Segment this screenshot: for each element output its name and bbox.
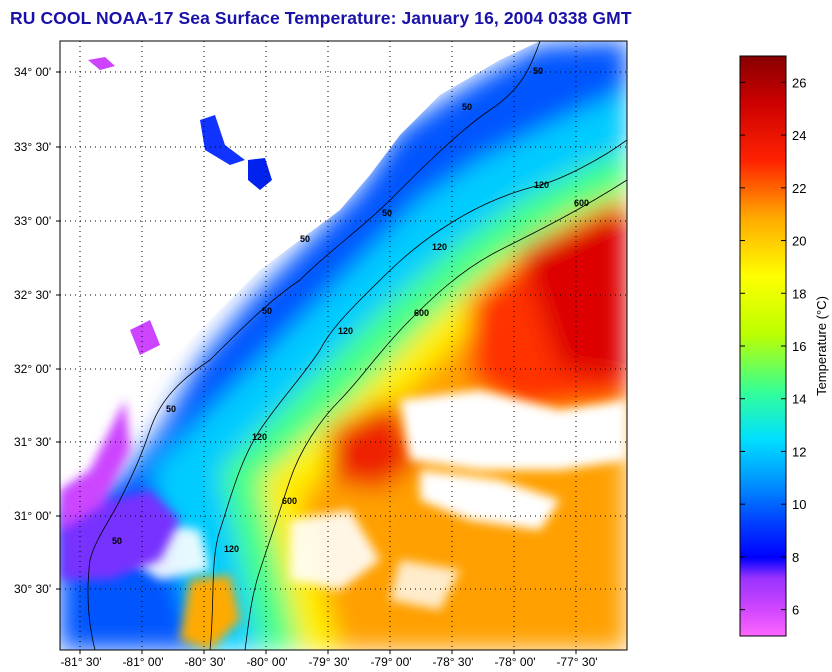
- contour-label: 50: [166, 404, 176, 414]
- colorbar-tick-label: 12: [792, 444, 806, 459]
- coastal-cold-water: [60, 400, 240, 650]
- lat-tick-label: 33° 30': [14, 140, 51, 154]
- longitude-labels: -81° 30' -81° 00' -80° 30' -80° 00' -79°…: [60, 655, 597, 669]
- colorbar-gradient: [739, 55, 787, 637]
- map-title: RU COOL NOAA-17 Sea Surface Temperature:…: [10, 8, 632, 28]
- lon-tick-label: -80° 30': [184, 655, 225, 669]
- contour-label: 120: [224, 544, 239, 554]
- lat-tick-label: 31° 00': [14, 509, 51, 523]
- colorbar-tick-label: 22: [792, 181, 806, 196]
- contour-label: 600: [414, 308, 429, 318]
- contour-label: 50: [533, 66, 543, 76]
- colorbar-ticks: 6 8 10 12 14 16 18 20 22 24 26: [740, 75, 806, 618]
- plot-frame: [59, 40, 628, 651]
- lat-tick-label: 32° 00': [14, 362, 51, 376]
- lon-tick-label: -81° 30': [60, 655, 101, 669]
- contour-label: 600: [282, 496, 297, 506]
- contour-label: 120: [338, 326, 353, 336]
- contour-label: 50: [112, 536, 122, 546]
- colorbar-tick-label: 6: [792, 603, 799, 618]
- contour-label: 120: [252, 432, 267, 442]
- lon-tick-label: -77° 30': [556, 655, 597, 669]
- colorbar-tick-label: 8: [792, 550, 799, 565]
- colorbar-tick-label: 14: [792, 392, 806, 407]
- lat-tick-label: 32° 30': [14, 288, 51, 302]
- latitude-labels: 34° 00' 33° 30' 33° 00' 32° 30' 32° 00' …: [14, 65, 51, 596]
- colorbar-title: Temperature (°C): [814, 296, 829, 396]
- axis-ticks: [56, 71, 577, 654]
- lon-tick-label: -79° 00': [370, 655, 411, 669]
- colorbar-tick-label: 24: [792, 128, 806, 143]
- land-mask: [60, 41, 540, 490]
- contour-label: 120: [432, 242, 447, 252]
- colorbar-tick-label: 26: [792, 75, 806, 90]
- lat-tick-label: 30° 30': [14, 582, 51, 596]
- contour-label: 120: [534, 180, 549, 190]
- lon-tick-label: -79° 30': [308, 655, 349, 669]
- contour-label-group: 50 50 50 50 50 50 50 120 120 120 120 120…: [112, 66, 589, 554]
- lat-tick-label: 31° 30': [14, 435, 51, 449]
- colorbar-tick-label: 16: [792, 339, 806, 354]
- colorbar-tick-label: 10: [792, 497, 806, 512]
- colorbar: 6 8 10 12 14 16 18 20 22 24 26 Temperature (°C): [739, 55, 829, 637]
- colorbar-tick-label: 20: [792, 234, 806, 249]
- lat-tick-label: 33° 00': [14, 214, 51, 228]
- contour-label: 50: [382, 208, 392, 218]
- contour-label: 50: [300, 234, 310, 244]
- bathymetry-contours: [87, 41, 627, 650]
- contour-label: 50: [262, 306, 272, 316]
- lon-tick-label: -80° 00': [246, 655, 287, 669]
- lon-tick-label: -78° 00': [494, 655, 535, 669]
- contour-label: 600: [574, 198, 589, 208]
- sst-plot-area: 50 50 50 50 50 50 50 120 120 120 120 120…: [60, 41, 627, 650]
- cloud-gaps: [130, 390, 627, 610]
- lat-tick-label: 34° 00': [14, 65, 51, 79]
- contour-label: 50: [462, 102, 472, 112]
- lon-tick-label: -81° 00': [122, 655, 163, 669]
- colorbar-tick-label: 18: [792, 286, 806, 301]
- lon-tick-label: -78° 30': [432, 655, 473, 669]
